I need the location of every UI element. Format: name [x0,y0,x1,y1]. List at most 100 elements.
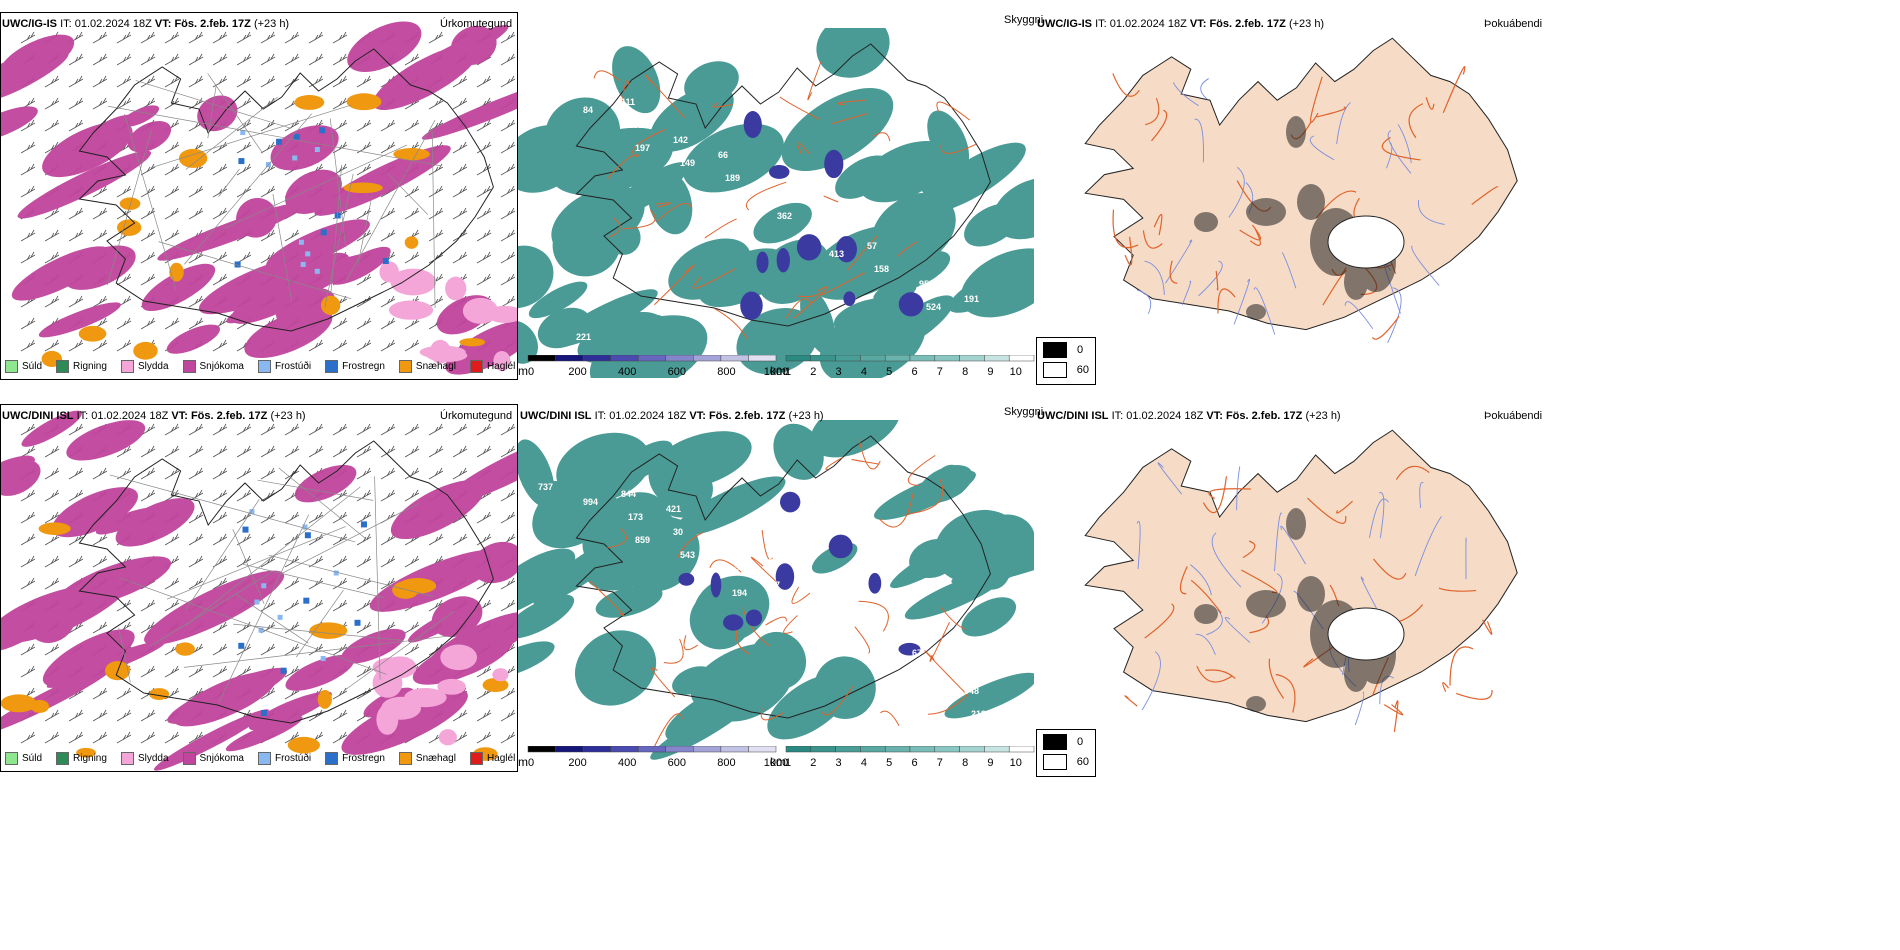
legend-swatch [120,752,134,765]
scale-tick-km: 4 [861,757,867,769]
scale-tick-km: 6 [911,757,917,769]
cloud-panel-bottom: 737 859 194 787 132 994 543 89 102 219 173 147 134 10… [518,420,1034,770]
visibility-label: 142 [673,135,688,145]
visibility-label: 952 [919,279,934,289]
legend-item-sudd: Súld [5,752,42,765]
scale-tick-m: 800 [717,757,735,769]
visibility-label: 159 [860,610,875,620]
scale-unit-m: m [518,364,528,378]
legend-swatch [56,752,70,765]
scale-tick-km: 9 [987,757,993,769]
panel-title-cloud-top: Skyggni [1004,14,1044,26]
panel-title-fog-bottom: Þokuábendi [1484,410,1543,422]
visibility-label: 47 [770,580,780,590]
visibility-label: 57 [867,241,877,251]
scale-unit-km: km [770,755,786,769]
scale-tick-m: 600 [668,757,686,769]
visibility-label: 155 [628,120,643,130]
precip-map-bottom [1,405,517,771]
scale-unit-m: m [518,755,528,769]
legend-label: Snjókoma [199,361,244,372]
legend-item-snjokoma: Snjókoma [182,752,244,765]
panel-title-cloud-bottom: Skyggni [1004,406,1044,418]
header-precip-bottom: UWC/DINI ISL IT: 01.02.2024 18Z VT: Fös.… [2,410,306,422]
scale-tick-m: 1000 [764,366,788,378]
visibility-label: 948 [964,686,979,696]
lead-time: (+23 h) [270,410,306,422]
visibility-label: 147 [725,565,740,575]
legend-label: Frostúði [274,753,312,764]
legend-item-haglel: Haglél [469,360,515,373]
scale-tick-m: 0 [528,366,534,378]
precip-panel-top: Súld Rigning Slydda Snjókoma Frostúði Frostre… [0,12,518,380]
visibility-label: 994 [583,497,598,507]
visibility-label: 756 [732,196,747,206]
legend-swatch [257,752,271,765]
model-name: UWC/DINI ISL [520,410,592,422]
scale-tick-m: 800 [717,366,735,378]
legend-item-haglel: Haglél [469,752,515,765]
scale-tick-m: 1000 [764,757,788,769]
vt-value: Fös. 2.feb. 17Z [1209,18,1286,30]
cloud-panel-top: 995 197 756 413 524 84 149 362 158 200 155 189 410 95… [518,28,1034,378]
it-value: 01.02.2024 18Z [1126,410,1204,422]
visibility-label: 995 [538,90,553,100]
panel-title-precip-bottom: Úrkomutegund [440,410,513,422]
legend-swatch [257,360,271,373]
legend-label: Frostregn [342,361,385,372]
legend-item-snjokoma: Snjókoma [182,360,244,373]
fog-legend-value-60: 60 [1076,364,1089,376]
scale-tick-m: 600 [668,366,686,378]
precip-map-top [1,13,517,379]
fog-panel-top [1036,32,1566,378]
vt-value: Fös. 2.feb. 17Z [174,18,251,30]
fog-legend-bottom: 0 60 [1036,729,1096,777]
vt-label: VT: [689,410,706,422]
panel-title-precip-top: Úrkomutegund [440,18,513,30]
legend-label: Snæhagl [415,753,456,764]
it-value: 01.02.2024 18Z [1109,18,1187,30]
scale-tick-km: 4 [861,366,867,378]
legend-swatch [398,360,412,373]
legend-swatch [398,752,412,765]
scale-tick-km: 8 [962,366,968,378]
scale-tick-km: 2 [810,366,816,378]
visibility-label: 110 [569,701,584,711]
model-name: UWC/IG-IS [2,18,57,30]
fog-map-bottom [1084,429,1518,732]
lead-time: (+23 h) [253,18,290,30]
legend-label: Snjókoma [199,753,244,764]
legend-swatch [5,360,18,373]
fog-legend-value-60: 60 [1076,756,1089,768]
visibility-label: 194 [732,588,747,598]
scale-tick-m: 400 [618,757,636,769]
scale-tick-km: 8 [962,757,968,769]
fog-map-top [1084,37,1518,344]
legend-label: Súld [22,361,43,372]
scale-tick-m: 200 [568,757,586,769]
legend-label: Súld [22,753,43,764]
it-label: IT: [76,410,89,422]
header-fog-bottom: UWC/DINI ISL IT: 01.02.2024 18Z VT: Fös.… [1037,410,1341,422]
scale-tick-km: 3 [836,757,842,769]
legend-swatch [56,360,70,373]
cloud-map-top: 9951977564135248414936215820015518941095… [518,28,1034,378]
scale-tick-km: 10 [1010,757,1022,769]
legend-label: Slydda [137,361,169,372]
legend-swatch [182,360,196,373]
visibility-label: 173 [628,512,643,522]
model-name: UWC/DINI ISL [1037,410,1109,422]
visibility-label: 111 [621,97,635,107]
visibility-label: 221 [576,332,591,342]
it-label: IT: [1111,410,1124,422]
legend-swatch [182,752,196,765]
visibility-label: 132 [926,694,941,704]
it-value: 01.02.2024 18Z [74,18,152,30]
panel-title-fog-top: Þokuábendi [1484,18,1543,30]
header-cloud-bottom: UWC/DINI ISL IT: 01.02.2024 18Z VT: Fös.… [520,410,824,422]
legend-item-frostregn: Frostregn [325,360,385,373]
visibility-label: 413 [829,249,844,259]
legend-label: Frostúði [274,361,312,372]
